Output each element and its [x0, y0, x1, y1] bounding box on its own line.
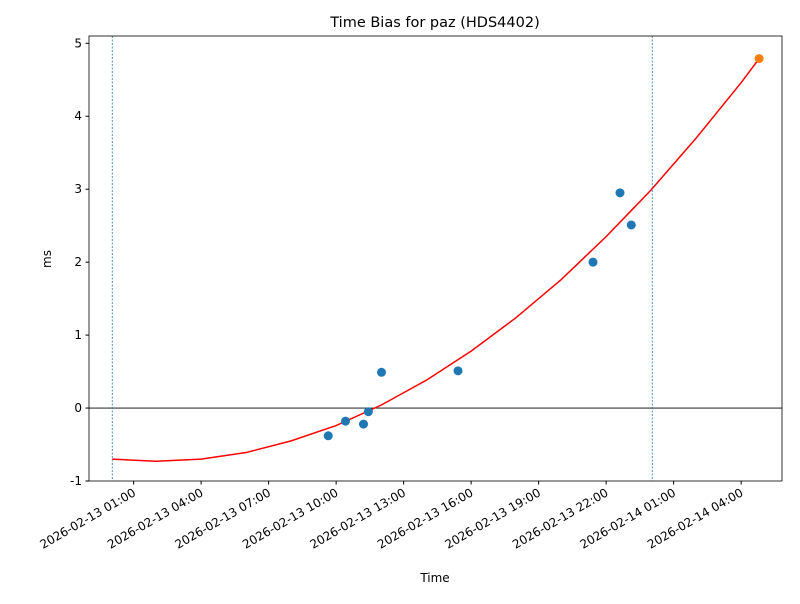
data-point: [377, 367, 386, 377]
data-point: [453, 366, 463, 376]
fit-curve: [112, 58, 760, 463]
y-tick-label: 5: [74, 36, 82, 50]
data-point: [626, 220, 636, 230]
data-point: [588, 257, 598, 267]
data-point: [363, 407, 373, 417]
data-point: [359, 419, 368, 429]
data-point: [615, 188, 625, 198]
plot-frame: [88, 35, 783, 482]
data-point: [341, 416, 350, 426]
data-point: [754, 54, 764, 64]
y-tick-label: 0: [74, 401, 82, 415]
y-tick-label: 1: [74, 328, 82, 342]
plot-area: [89, 36, 782, 481]
y-tick-label: 4: [74, 109, 82, 123]
data-point: [323, 431, 333, 441]
y-tick-label: 3: [74, 182, 82, 196]
y-tick-label: 2: [74, 255, 82, 269]
x-axis-label: Time: [419, 571, 449, 585]
y-axis-label: ms: [40, 250, 54, 268]
chart-title: Time Bias for paz (HDS4402): [329, 15, 539, 31]
y-tick-label: -1: [70, 474, 82, 488]
